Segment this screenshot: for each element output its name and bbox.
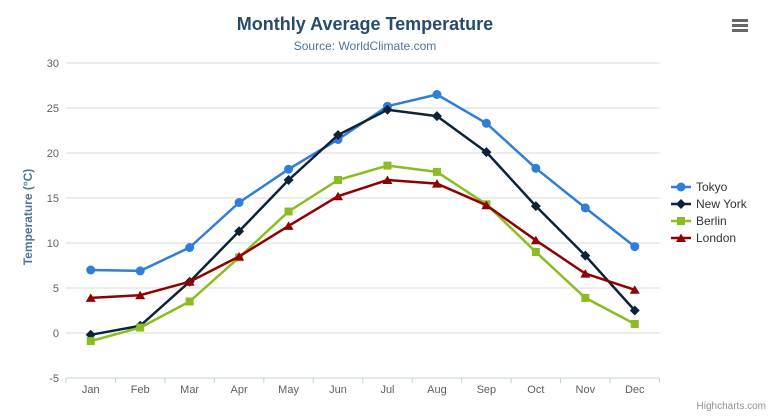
legend-item-london[interactable]: London — [671, 229, 747, 246]
point-london-jun[interactable] — [333, 191, 344, 201]
point-berlin-feb[interactable] — [136, 323, 145, 332]
point-berlin-aug[interactable] — [432, 167, 441, 176]
chart-subtitle: Source: WorldClimate.com — [293, 39, 437, 53]
point-london-aug[interactable] — [431, 179, 442, 188]
point-new-york-jun[interactable] — [333, 130, 344, 140]
export-menu-button[interactable] — [729, 15, 751, 35]
legend: Tokyo New York Berlin London — [671, 178, 747, 246]
point-london-jul[interactable] — [382, 175, 393, 185]
legend-label: Tokyo — [696, 179, 728, 194]
legend-symbol-tokyo[interactable] — [676, 182, 686, 191]
point-tokyo-dec[interactable] — [630, 242, 640, 252]
point-london-may[interactable] — [283, 221, 294, 230]
point-london-oct[interactable] — [530, 235, 541, 245]
point-berlin-jan[interactable] — [86, 337, 95, 346]
x-axis-label: Mar — [180, 384, 199, 396]
y-axis-label: 25 — [47, 103, 59, 115]
point-new-york-oct[interactable] — [530, 201, 541, 212]
point-london-jan[interactable] — [85, 293, 96, 302]
legend-symbol-new-york[interactable] — [676, 198, 686, 209]
series-london — [85, 175, 640, 302]
series-line-tokyo — [89, 93, 637, 273]
y-axis-title: Temperature (°C) — [21, 168, 35, 266]
x-axis-label: Aug — [427, 384, 447, 396]
x-axis-label: Sep — [477, 384, 497, 396]
y-axis-label: -5 — [49, 373, 59, 385]
point-tokyo-oct[interactable] — [531, 163, 541, 173]
y-axis-label: 15 — [47, 193, 59, 205]
x-axis-label: May — [278, 384, 299, 396]
credits-link[interactable]: Highcharts.com — [696, 401, 766, 412]
point-london-apr[interactable] — [234, 252, 245, 261]
legend-marker-diamond-icon — [671, 198, 691, 209]
chart-header: Monthly Average Temperature Source: Worl… — [0, 14, 730, 55]
point-london-mar[interactable] — [184, 277, 195, 286]
series-line-new-york — [89, 108, 637, 337]
legend-marker-square-icon — [671, 216, 691, 225]
legend-item-new-york[interactable]: New York — [671, 195, 747, 212]
point-london-sep[interactable] — [481, 200, 492, 210]
point-new-york-nov[interactable] — [580, 250, 591, 261]
point-tokyo-mar[interactable] — [185, 243, 195, 252]
point-tokyo-may[interactable] — [284, 164, 294, 174]
point-berlin-jun[interactable] — [334, 176, 343, 184]
legend-symbol-berlin[interactable] — [677, 216, 685, 225]
series-tokyo — [86, 90, 640, 276]
chart-title: Monthly Average Temperature — [236, 14, 494, 34]
point-tokyo-aug[interactable] — [432, 90, 442, 99]
point-berlin-nov[interactable] — [581, 293, 590, 302]
hamburger-icon — [732, 18, 748, 32]
y-axis-label: 20 — [47, 148, 59, 160]
legend-marker-circle-icon — [671, 182, 691, 191]
legend-label: Berlin — [696, 213, 727, 228]
series-line-london — [89, 178, 637, 300]
point-new-york-may[interactable] — [283, 175, 294, 185]
point-berlin-dec[interactable] — [630, 320, 639, 328]
point-tokyo-feb[interactable] — [135, 266, 145, 276]
point-new-york-aug[interactable] — [431, 111, 442, 122]
x-axis-label: Dec — [625, 384, 645, 396]
point-london-dec[interactable] — [629, 285, 640, 294]
legend-item-berlin[interactable]: Berlin — [671, 212, 747, 229]
x-axis-label: Jan — [82, 384, 100, 396]
x-axis-label: Apr — [231, 384, 248, 396]
point-new-york-jul[interactable] — [382, 104, 393, 115]
point-berlin-oct[interactable] — [531, 248, 540, 256]
point-tokyo-nov[interactable] — [580, 203, 590, 213]
x-axis-label: Oct — [527, 384, 544, 396]
legend-symbol-london[interactable] — [676, 233, 686, 242]
point-tokyo-sep[interactable] — [481, 118, 491, 128]
x-axis-label: Jul — [380, 384, 394, 396]
legend-label: London — [696, 230, 737, 245]
point-new-york-dec[interactable] — [629, 305, 640, 316]
y-axis-label: 10 — [47, 238, 59, 250]
legend-marker-triangle-icon — [671, 233, 691, 242]
y-axis-label: 0 — [53, 328, 59, 340]
legend-item-tokyo[interactable]: Tokyo — [671, 178, 747, 195]
point-new-york-sep[interactable] — [481, 147, 492, 158]
point-berlin-mar[interactable] — [185, 297, 194, 306]
point-tokyo-apr[interactable] — [234, 198, 244, 207]
y-axis-label: 30 — [47, 58, 59, 70]
series-line-berlin — [89, 164, 637, 343]
x-axis-label: Feb — [131, 384, 150, 396]
point-berlin-jul[interactable] — [383, 161, 392, 170]
point-london-nov[interactable] — [580, 269, 591, 278]
series-new-york — [85, 104, 640, 340]
x-axis-label: Jun — [329, 384, 347, 396]
y-axis-label: 5 — [53, 283, 59, 295]
point-tokyo-jan[interactable] — [86, 265, 96, 275]
x-axis-label: Nov — [576, 384, 596, 396]
point-berlin-may[interactable] — [284, 207, 293, 216]
point-new-york-apr[interactable] — [234, 226, 245, 237]
point-london-feb[interactable] — [135, 290, 146, 300]
legend-label: New York — [696, 196, 747, 211]
